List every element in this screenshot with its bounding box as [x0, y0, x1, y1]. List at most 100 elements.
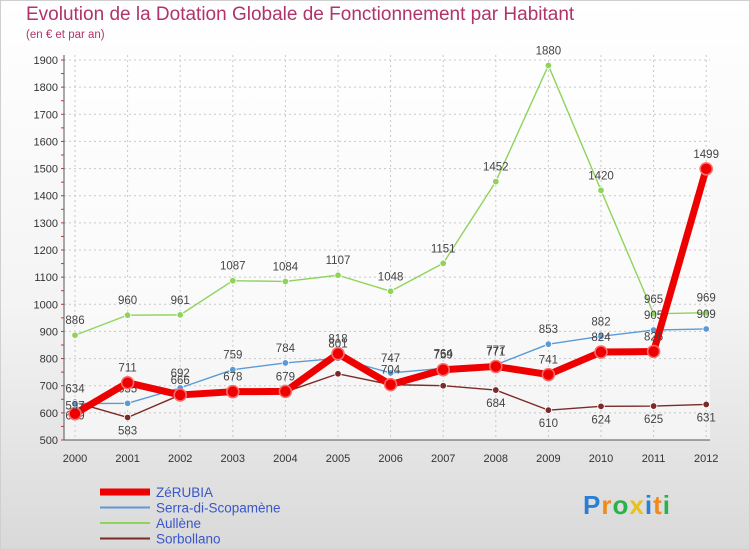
- logo-letter: i: [644, 490, 654, 520]
- data-label: 905: [644, 310, 663, 322]
- legend-label: Sorbollano: [156, 532, 221, 547]
- y-tick-label: 1200: [34, 245, 58, 257]
- data-label: 597: [65, 401, 84, 413]
- legend-label: ZéRUBIA: [156, 485, 213, 500]
- y-tick-label: 1700: [34, 109, 58, 121]
- data-point: [334, 271, 342, 279]
- y-tick-label: 1100: [34, 272, 58, 284]
- data-point: [702, 309, 710, 317]
- data-point: [597, 332, 605, 341]
- data-point: [176, 311, 184, 319]
- data-point: [229, 276, 237, 285]
- data-label: 771: [486, 346, 505, 358]
- data-point: [383, 377, 398, 392]
- y-tick-label: 1500: [34, 164, 58, 176]
- data-point: [334, 370, 342, 378]
- data-point: [439, 259, 447, 267]
- x-tick-label: 2011: [642, 453, 666, 465]
- data-label: 1084: [273, 261, 299, 273]
- data-label: 1048: [378, 271, 404, 283]
- data-label: 777: [486, 345, 505, 357]
- data-point: [702, 400, 710, 409]
- data-point: [702, 325, 710, 333]
- data-label: 1087: [220, 261, 246, 273]
- data-label: 784: [276, 343, 296, 355]
- data-label: 801: [328, 338, 347, 350]
- data-point: [544, 61, 553, 70]
- data-label: 969: [697, 293, 716, 305]
- data-point: [597, 402, 605, 411]
- y-tick-label: 500: [40, 435, 58, 447]
- y-tick-label: 1800: [34, 82, 58, 94]
- y-tick-label: 600: [40, 408, 58, 420]
- data-point: [597, 186, 605, 194]
- data-label: 631: [697, 412, 716, 424]
- data-label: 909: [697, 309, 716, 321]
- legend-label: Aullène: [156, 516, 201, 531]
- x-tick-label: 2006: [378, 453, 402, 465]
- data-label: 818: [328, 334, 347, 346]
- data-label: 583: [118, 425, 137, 437]
- data-label: 692: [171, 368, 190, 380]
- data-label: 1151: [431, 243, 456, 255]
- y-tick-label: 1600: [34, 136, 58, 148]
- logo-letter: r: [601, 490, 613, 520]
- data-label: 625: [644, 414, 663, 426]
- x-tick-label: 2007: [431, 453, 455, 465]
- logo-letter: t: [653, 490, 663, 520]
- data-label: 624: [591, 414, 611, 426]
- data-label: 853: [539, 324, 558, 336]
- data-point: [436, 362, 450, 377]
- data-label: 824: [591, 332, 611, 344]
- y-tick-label: 1000: [34, 299, 58, 311]
- data-label: 1420: [588, 170, 614, 182]
- y-tick-label: 700: [40, 381, 58, 393]
- x-tick-label: 2008: [484, 453, 508, 465]
- proxiti-logo: Proxiti: [583, 490, 671, 521]
- data-label: 704: [381, 365, 401, 377]
- data-label: 759: [223, 350, 242, 362]
- data-point: [173, 388, 187, 402]
- data-label: 711: [118, 363, 136, 375]
- x-tick-label: 2012: [694, 453, 718, 465]
- logo-letter: P: [583, 490, 602, 520]
- data-label: 747: [381, 353, 400, 365]
- data-point: [278, 384, 293, 399]
- data-point: [541, 367, 556, 382]
- y-tick-label: 1900: [34, 55, 58, 67]
- data-point: [331, 346, 345, 361]
- data-label: 679: [276, 371, 295, 383]
- data-label: 965: [644, 294, 663, 306]
- data-label: 961: [171, 295, 190, 307]
- x-tick-label: 2009: [536, 453, 560, 465]
- x-tick-label: 2002: [168, 453, 192, 465]
- data-point: [439, 382, 447, 390]
- data-point: [489, 359, 503, 374]
- data-point: [281, 277, 290, 286]
- data-label: 741: [539, 355, 558, 367]
- logo-letter: x: [629, 490, 645, 520]
- data-label: 759: [434, 350, 453, 362]
- data-point: [123, 399, 132, 408]
- data-point: [386, 287, 395, 295]
- chart-title: Evolution de la Dotation Globale de Fonc…: [26, 4, 575, 25]
- logo-letter: o: [612, 490, 630, 520]
- data-point: [123, 413, 132, 422]
- data-point: [492, 386, 500, 394]
- data-point: [646, 344, 661, 359]
- x-tick-label: 2005: [326, 453, 350, 465]
- legend-label: Serra-di-Scopamène: [156, 501, 281, 516]
- data-label: 1452: [483, 162, 509, 174]
- data-label: 826: [644, 332, 663, 344]
- data-label: 1499: [693, 149, 719, 161]
- data-point: [226, 384, 240, 399]
- data-label: 960: [118, 295, 137, 307]
- data-point: [71, 331, 79, 339]
- data-point: [492, 177, 500, 186]
- data-label: 684: [486, 398, 506, 410]
- y-tick-label: 1300: [34, 218, 58, 230]
- data-point: [120, 375, 135, 390]
- x-tick-label: 2000: [63, 453, 87, 465]
- data-label: 886: [65, 315, 84, 327]
- x-tick-label: 2003: [221, 453, 245, 465]
